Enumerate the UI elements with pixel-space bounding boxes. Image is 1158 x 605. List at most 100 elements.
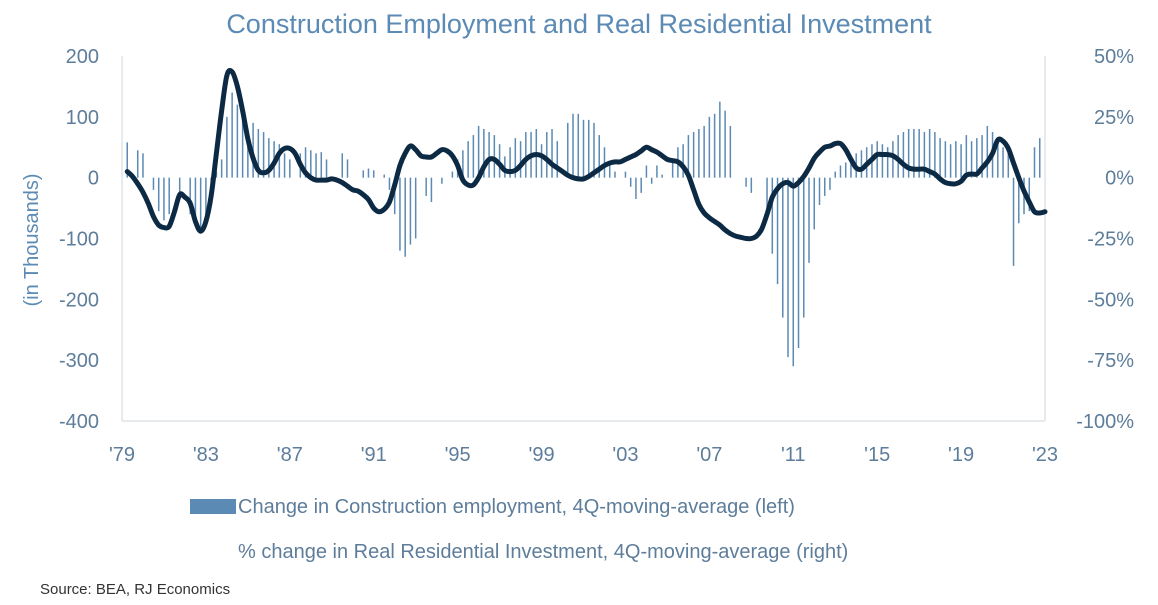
bar-10 [199, 177, 202, 230]
bar-1 [136, 150, 139, 178]
right-tick-label-6: -100% [1076, 411, 1134, 433]
bar-110 [808, 177, 810, 263]
bar-38 [372, 170, 375, 178]
bar-123 [876, 141, 878, 178]
bar-7 [178, 177, 181, 196]
bar-9 [194, 177, 197, 227]
bar-88 [671, 159, 674, 178]
bar-75 [593, 122, 595, 178]
bar-83 [640, 177, 642, 193]
left-tick-label-4: -200 [59, 289, 99, 311]
bar-116 [839, 165, 842, 178]
bar-37 [367, 168, 370, 178]
right-tick-label-1: 25% [1094, 107, 1134, 129]
legend-line-label: % change in Real Residential Investment,… [238, 541, 848, 563]
bar-131 [918, 129, 920, 178]
bar-51 [462, 150, 464, 178]
bar-93 [698, 129, 700, 178]
bar-41 [393, 177, 396, 215]
bar-84 [645, 165, 648, 178]
x-tick-label-0: '79 [109, 444, 135, 466]
bar-124 [881, 144, 884, 178]
bar-22 [262, 132, 265, 178]
bar-90 [682, 144, 684, 178]
left-axis-label: (in Thousands) [21, 173, 43, 306]
bar-152 [1028, 177, 1031, 212]
chart-title: Construction Employment and Real Residen… [226, 9, 932, 39]
bar-101 [750, 177, 753, 193]
right-tick-labels: 50% 25% 0% -25% -50% -75% -100% [1076, 46, 1134, 433]
bar-92 [692, 132, 695, 178]
bar-40 [388, 177, 391, 190]
legend-bar-swatch [190, 499, 236, 514]
bar-23 [268, 138, 270, 178]
bar-31 [315, 153, 317, 178]
bar-32 [320, 152, 323, 178]
bar-130 [913, 129, 915, 178]
bar-125 [886, 147, 889, 178]
bar-60 [509, 147, 511, 178]
bar-3 [152, 177, 155, 190]
bar-91 [687, 135, 690, 178]
left-tick-label-2: 0 [88, 168, 99, 190]
bar-114 [829, 177, 831, 190]
left-tick-label-6: -400 [59, 411, 99, 433]
right-tick-label-4: -50% [1087, 289, 1134, 311]
bar-99 [729, 125, 732, 178]
bar-67 [546, 132, 548, 178]
bar-118 [850, 162, 852, 178]
bar-94 [703, 125, 705, 178]
bar-66 [540, 144, 543, 178]
bar-5 [163, 177, 165, 221]
legend-bar-label: Change in Construction employment, 4Q-mo… [238, 496, 795, 518]
bar-62 [519, 141, 522, 178]
x-tick-label-11: '23 [1032, 444, 1058, 466]
bar-126 [892, 141, 894, 178]
bar-69 [556, 141, 559, 178]
bar-78 [608, 165, 611, 178]
left-tick-label-5: -300 [59, 350, 99, 372]
bar-146 [997, 138, 999, 178]
bar-56 [488, 132, 490, 178]
bar-46 [425, 177, 427, 196]
bar-105 [782, 177, 784, 318]
bars-layer [126, 92, 1041, 367]
bar-68 [551, 129, 553, 178]
bar-108 [797, 177, 800, 348]
bar-150 [1018, 177, 1020, 224]
bar-133 [928, 129, 931, 178]
bar-45 [414, 177, 417, 239]
bar-19 [247, 129, 249, 178]
x-tick-label-5: '99 [529, 444, 555, 466]
bar-95 [708, 116, 711, 178]
bar-16 [231, 92, 233, 178]
bar-80 [624, 171, 627, 178]
bar-54 [477, 125, 480, 178]
bar-2 [142, 153, 144, 178]
bar-81 [629, 177, 632, 187]
bar-34 [341, 153, 344, 178]
bar-27 [289, 159, 291, 178]
bar-0 [126, 142, 128, 178]
x-tick-label-6: '03 [612, 444, 638, 466]
bar-85 [650, 177, 653, 184]
left-tick-label-0: 200 [66, 46, 99, 68]
bar-82 [635, 177, 637, 199]
bar-79 [614, 171, 616, 178]
bar-47 [430, 177, 433, 202]
bar-35 [346, 159, 349, 178]
bar-102 [766, 177, 768, 209]
bar-143 [981, 135, 983, 178]
bar-87 [661, 174, 663, 178]
x-tick-label-1: '83 [193, 444, 219, 466]
bar-154 [1039, 138, 1041, 178]
bar-104 [776, 177, 779, 285]
bar-55 [483, 129, 485, 178]
bar-70 [567, 122, 569, 178]
bar-49 [451, 171, 454, 178]
bar-48 [441, 177, 443, 184]
bar-106 [787, 177, 789, 358]
left-tick-labels: 200 100 0 -100 -200 -300 -400 [59, 46, 99, 433]
bar-42 [399, 177, 401, 251]
bar-72 [577, 113, 580, 178]
